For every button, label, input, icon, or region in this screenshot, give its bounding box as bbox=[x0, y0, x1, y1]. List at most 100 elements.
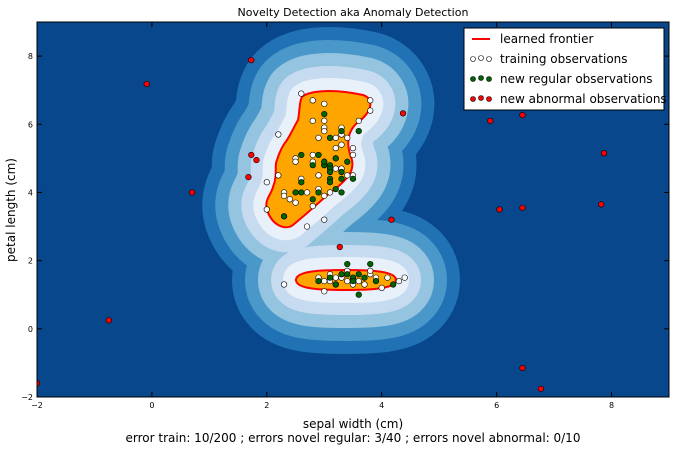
training-point bbox=[321, 127, 328, 135]
regular-point bbox=[349, 175, 357, 182]
training-point bbox=[309, 117, 316, 124]
regular-point bbox=[326, 179, 334, 186]
regular-point bbox=[344, 158, 351, 165]
regular-point bbox=[315, 151, 322, 159]
regular-point bbox=[355, 291, 362, 298]
y-tick-label: 2 bbox=[28, 257, 33, 266]
abnormal-point bbox=[598, 201, 605, 208]
training-point bbox=[292, 158, 299, 165]
legend-regular-point-marker bbox=[470, 76, 476, 82]
legend-regular-point-marker bbox=[486, 76, 492, 82]
x-tick-label: −2 bbox=[31, 401, 43, 410]
axis-ticks: −2 0 2 4 6 8 −2 0 2 4 6 8 bbox=[21, 22, 669, 410]
training-point bbox=[303, 189, 311, 196]
regular-point bbox=[280, 213, 288, 220]
x-tick-label: 0 bbox=[149, 401, 154, 410]
regular-point bbox=[390, 281, 397, 288]
abnormal-point bbox=[248, 57, 255, 64]
legend-regular-point-marker bbox=[478, 75, 484, 81]
regular-point bbox=[338, 175, 345, 182]
training-point bbox=[321, 288, 328, 295]
training-point bbox=[309, 202, 316, 210]
training-point bbox=[315, 172, 322, 179]
abnormal-point bbox=[519, 111, 526, 119]
training-point bbox=[344, 172, 351, 179]
regular-point bbox=[361, 274, 368, 281]
legend-abnormal-point-marker bbox=[478, 95, 484, 101]
legend-training-point-marker bbox=[478, 55, 484, 61]
training-point bbox=[280, 281, 288, 288]
training-point bbox=[332, 134, 339, 142]
legend-training-point-marker bbox=[486, 56, 492, 62]
abnormal-point bbox=[189, 189, 196, 196]
legend-abnormal-point-marker bbox=[470, 96, 476, 102]
regular-point bbox=[355, 127, 362, 135]
legend-abnormal-point-marker bbox=[486, 96, 492, 102]
observations bbox=[37, 57, 608, 392]
abnormal-point bbox=[336, 243, 343, 251]
frontier-upper bbox=[265, 90, 372, 229]
regular-point bbox=[326, 168, 334, 176]
training-point bbox=[275, 131, 282, 138]
regular-point bbox=[372, 277, 380, 285]
training-point bbox=[384, 274, 391, 281]
regular-point bbox=[321, 158, 328, 165]
training-point bbox=[344, 277, 351, 285]
training-point bbox=[292, 199, 299, 206]
y-axis-label: petal length (cm) bbox=[4, 158, 18, 262]
legend-training-point-marker bbox=[470, 56, 476, 62]
y-tick-label: 8 bbox=[28, 52, 33, 61]
regular-point bbox=[338, 189, 345, 196]
abnormal-point bbox=[519, 364, 526, 372]
training-point bbox=[321, 277, 328, 285]
abnormal-point bbox=[253, 156, 260, 164]
y-tick-label: −2 bbox=[21, 393, 33, 402]
x-tick-label: 8 bbox=[609, 401, 614, 410]
regular-point bbox=[321, 110, 328, 118]
training-point bbox=[321, 117, 328, 124]
training-point bbox=[286, 196, 293, 203]
legend-box bbox=[463, 27, 665, 111]
abnormal-point bbox=[537, 385, 544, 392]
regular-point bbox=[349, 277, 357, 285]
training-point bbox=[263, 206, 270, 213]
regular-point bbox=[315, 277, 322, 285]
legend-training: training observations bbox=[500, 52, 628, 66]
axes-frame bbox=[36, 21, 670, 398]
training-point bbox=[309, 97, 316, 104]
regular-point bbox=[355, 271, 362, 278]
abnormal-point bbox=[600, 150, 608, 157]
regular-point bbox=[338, 168, 345, 176]
regular-point bbox=[309, 196, 316, 203]
regular-point bbox=[292, 189, 299, 196]
regular-point bbox=[298, 151, 305, 159]
x-tick-label: 2 bbox=[264, 401, 269, 410]
training-point bbox=[303, 223, 311, 230]
legend-frontier: learned frontier bbox=[500, 32, 593, 46]
abnormal-point bbox=[105, 317, 112, 324]
training-point bbox=[355, 277, 362, 285]
legend-abnormal: new abnormal observations bbox=[500, 92, 667, 106]
regular-point bbox=[298, 179, 305, 186]
regular-point bbox=[344, 260, 351, 268]
regular-point bbox=[332, 155, 339, 162]
training-point bbox=[332, 165, 339, 172]
abnormal-point bbox=[519, 204, 526, 211]
training-point bbox=[349, 145, 357, 152]
regular-point bbox=[338, 127, 345, 135]
training-point bbox=[338, 141, 345, 148]
regular-point bbox=[326, 134, 334, 142]
abnormal-point bbox=[245, 174, 252, 181]
y-tick-label: 6 bbox=[28, 120, 33, 129]
error-caption: error train: 10/200 ; errors novel regul… bbox=[126, 431, 581, 445]
regular-point bbox=[332, 185, 339, 193]
training-point bbox=[309, 151, 316, 159]
training-point bbox=[298, 90, 305, 97]
training-point bbox=[378, 284, 385, 292]
training-point bbox=[349, 151, 357, 159]
training-point bbox=[321, 216, 328, 223]
abnormal-point bbox=[496, 206, 503, 213]
training-point bbox=[344, 134, 351, 142]
regular-point bbox=[344, 271, 351, 278]
